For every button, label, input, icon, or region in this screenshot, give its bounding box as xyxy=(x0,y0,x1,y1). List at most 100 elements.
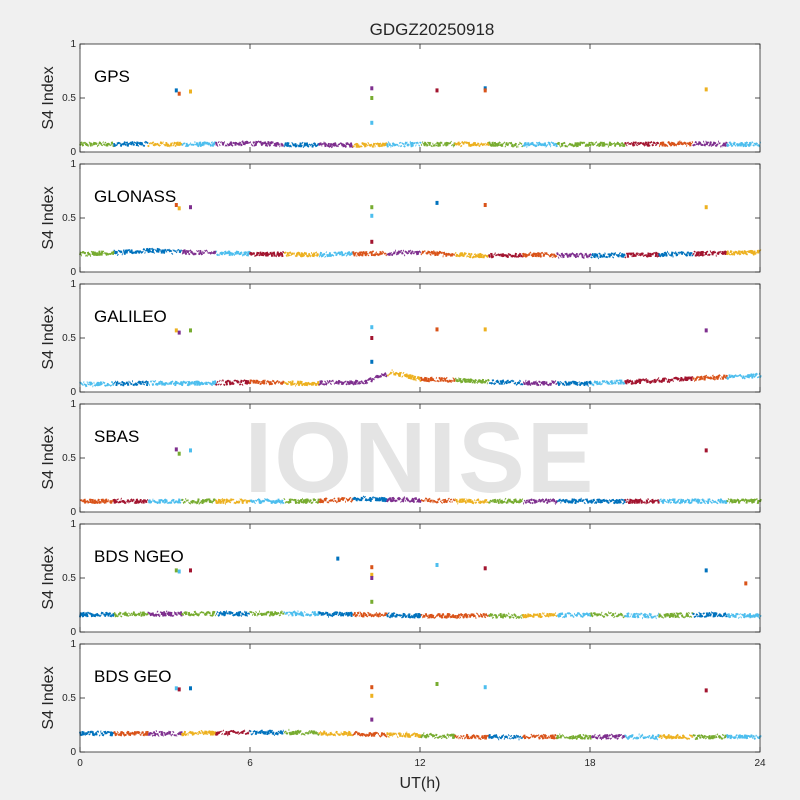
data-mark xyxy=(487,141,490,147)
data-mark xyxy=(723,142,727,147)
data-mark xyxy=(610,380,614,385)
data-mark xyxy=(419,613,422,617)
data-mark xyxy=(355,142,359,148)
data-mark xyxy=(290,253,293,257)
data-mark xyxy=(149,250,152,253)
data-mark xyxy=(175,380,179,385)
data-mark xyxy=(209,382,213,386)
data-mark xyxy=(493,253,496,256)
data-mark xyxy=(377,375,380,379)
data-mark xyxy=(527,499,531,503)
data-mark xyxy=(756,499,760,505)
data-mark xyxy=(174,250,177,253)
data-mark xyxy=(251,379,254,383)
data-mark xyxy=(86,501,90,504)
data-mark xyxy=(633,736,636,739)
data-mark xyxy=(747,143,751,147)
data-mark xyxy=(480,613,483,618)
data-mark xyxy=(545,501,549,505)
data-mark xyxy=(400,251,404,255)
data-mark xyxy=(570,498,574,504)
data-mark xyxy=(275,731,278,735)
data-mark xyxy=(536,252,540,258)
data-mark xyxy=(394,143,397,147)
data-mark xyxy=(343,612,346,615)
data-mark xyxy=(348,496,352,500)
data-mark xyxy=(614,612,617,615)
data-mark xyxy=(682,142,685,146)
data-mark xyxy=(201,731,205,734)
data-mark xyxy=(160,730,164,736)
data-mark xyxy=(690,734,693,738)
data-mark xyxy=(352,383,355,386)
data-mark xyxy=(412,732,415,736)
data-mark xyxy=(684,499,687,504)
data-mark xyxy=(223,253,226,256)
data-mark xyxy=(525,253,529,258)
data-mark xyxy=(576,142,580,148)
data-mark xyxy=(294,498,298,504)
data-mark xyxy=(522,252,525,258)
data-mark xyxy=(598,734,601,737)
data-mark xyxy=(200,729,203,733)
data-mark xyxy=(83,141,86,144)
data-mark xyxy=(127,142,131,146)
data-mark xyxy=(117,249,121,252)
data-mark xyxy=(270,729,274,733)
spike-point xyxy=(370,565,374,570)
data-mark xyxy=(564,144,567,148)
data-mark xyxy=(697,734,701,738)
data-mark xyxy=(585,254,589,258)
data-mark xyxy=(593,380,597,384)
data-mark xyxy=(252,499,256,503)
data-mark xyxy=(604,142,607,145)
data-mark xyxy=(599,736,602,740)
data-mark xyxy=(212,732,216,735)
data-mark xyxy=(259,500,262,505)
data-mark xyxy=(596,613,600,616)
data-mark xyxy=(329,253,333,258)
data-mark xyxy=(290,730,294,735)
data-mark xyxy=(510,143,514,148)
data-mark xyxy=(277,252,281,257)
data-mark xyxy=(737,143,741,147)
data-mark xyxy=(365,499,369,502)
data-mark xyxy=(356,611,360,615)
data-mark xyxy=(320,380,324,384)
data-mark xyxy=(152,380,156,383)
data-mark xyxy=(753,737,757,740)
data-mark xyxy=(294,730,298,735)
data-mark xyxy=(140,501,143,504)
data-mark xyxy=(498,498,501,501)
y-axis-label: S4 Index xyxy=(40,546,57,609)
data-mark xyxy=(624,734,627,737)
data-mark xyxy=(113,249,116,252)
data-mark xyxy=(408,500,412,503)
data-mark xyxy=(294,611,298,617)
data-mark xyxy=(563,141,566,145)
data-mark xyxy=(621,735,625,739)
data-mark xyxy=(504,497,507,501)
spike-point xyxy=(704,328,708,333)
data-mark xyxy=(244,732,248,735)
data-mark xyxy=(656,378,659,382)
data-mark xyxy=(166,731,170,735)
data-mark xyxy=(424,142,428,146)
spike-point xyxy=(177,569,181,574)
data-mark xyxy=(181,612,184,616)
data-mark xyxy=(462,142,465,145)
data-mark xyxy=(620,613,624,617)
data-mark xyxy=(183,500,186,504)
data-mark xyxy=(97,253,100,257)
data-mark xyxy=(92,613,96,618)
data-mark xyxy=(620,498,624,502)
data-mark xyxy=(158,615,161,618)
data-mark xyxy=(436,141,439,145)
data-mark xyxy=(99,142,103,145)
data-mark xyxy=(708,253,711,257)
data-mark xyxy=(651,143,655,147)
data-mark xyxy=(505,613,508,617)
data-mark xyxy=(90,501,93,504)
data-mark xyxy=(285,254,288,258)
data-mark xyxy=(544,498,548,502)
